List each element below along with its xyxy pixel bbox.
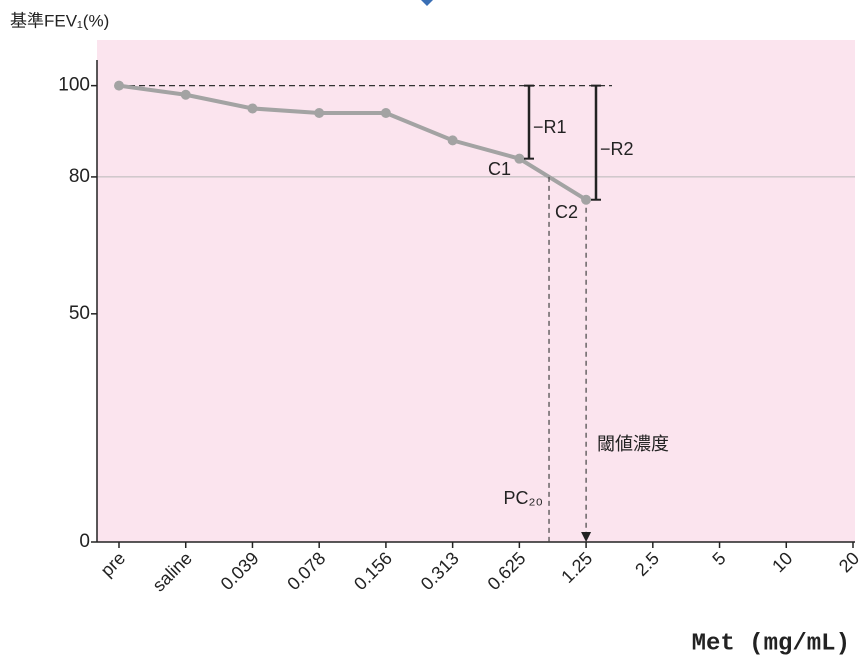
marker-icon: [421, 0, 433, 6]
y-tick-label: 80: [69, 166, 90, 187]
y-tick-label: 50: [69, 303, 90, 324]
data-point: [114, 80, 124, 91]
x-tick-label: 5: [709, 548, 730, 569]
x-tick-label: 0.625: [484, 548, 530, 594]
data-point: [314, 108, 325, 119]
data-point: [180, 89, 191, 100]
annotation: C2: [555, 202, 578, 222]
x-tick-label: pre: [97, 548, 130, 581]
plot-area: [97, 40, 855, 542]
x-tick-label: 20: [835, 548, 862, 576]
x-tick-label: 2.5: [631, 548, 663, 580]
data-point: [447, 135, 458, 146]
x-axis-label: Met (mg/mL): [692, 630, 850, 657]
x-tick-label: saline: [149, 548, 196, 595]
x-tick-label: 0.156: [350, 548, 396, 594]
data-point: [247, 103, 258, 114]
annotation: 閾値濃度: [597, 434, 669, 454]
annotation: −R2: [600, 139, 634, 159]
annotation: C1: [488, 159, 511, 179]
y-tick-label: 0: [79, 531, 90, 552]
data-line: [118, 83, 588, 202]
y-axis-label: 基準FEV₁(%): [10, 11, 109, 30]
data-point: [581, 194, 592, 205]
annotation: PC₂₀: [504, 488, 543, 508]
x-tick-label: 0.313: [417, 548, 463, 594]
x-tick-label: 1.25: [557, 548, 596, 587]
threshold-arrow: [581, 532, 592, 542]
x-tick-label: 0.078: [283, 548, 329, 594]
annotation: −R1: [533, 117, 567, 137]
data-point: [514, 153, 525, 164]
x-tick-label: 0.039: [217, 548, 263, 594]
y-tick-label: 100: [58, 75, 90, 96]
data-point: [380, 108, 391, 119]
x-tick-label: 10: [768, 548, 796, 576]
